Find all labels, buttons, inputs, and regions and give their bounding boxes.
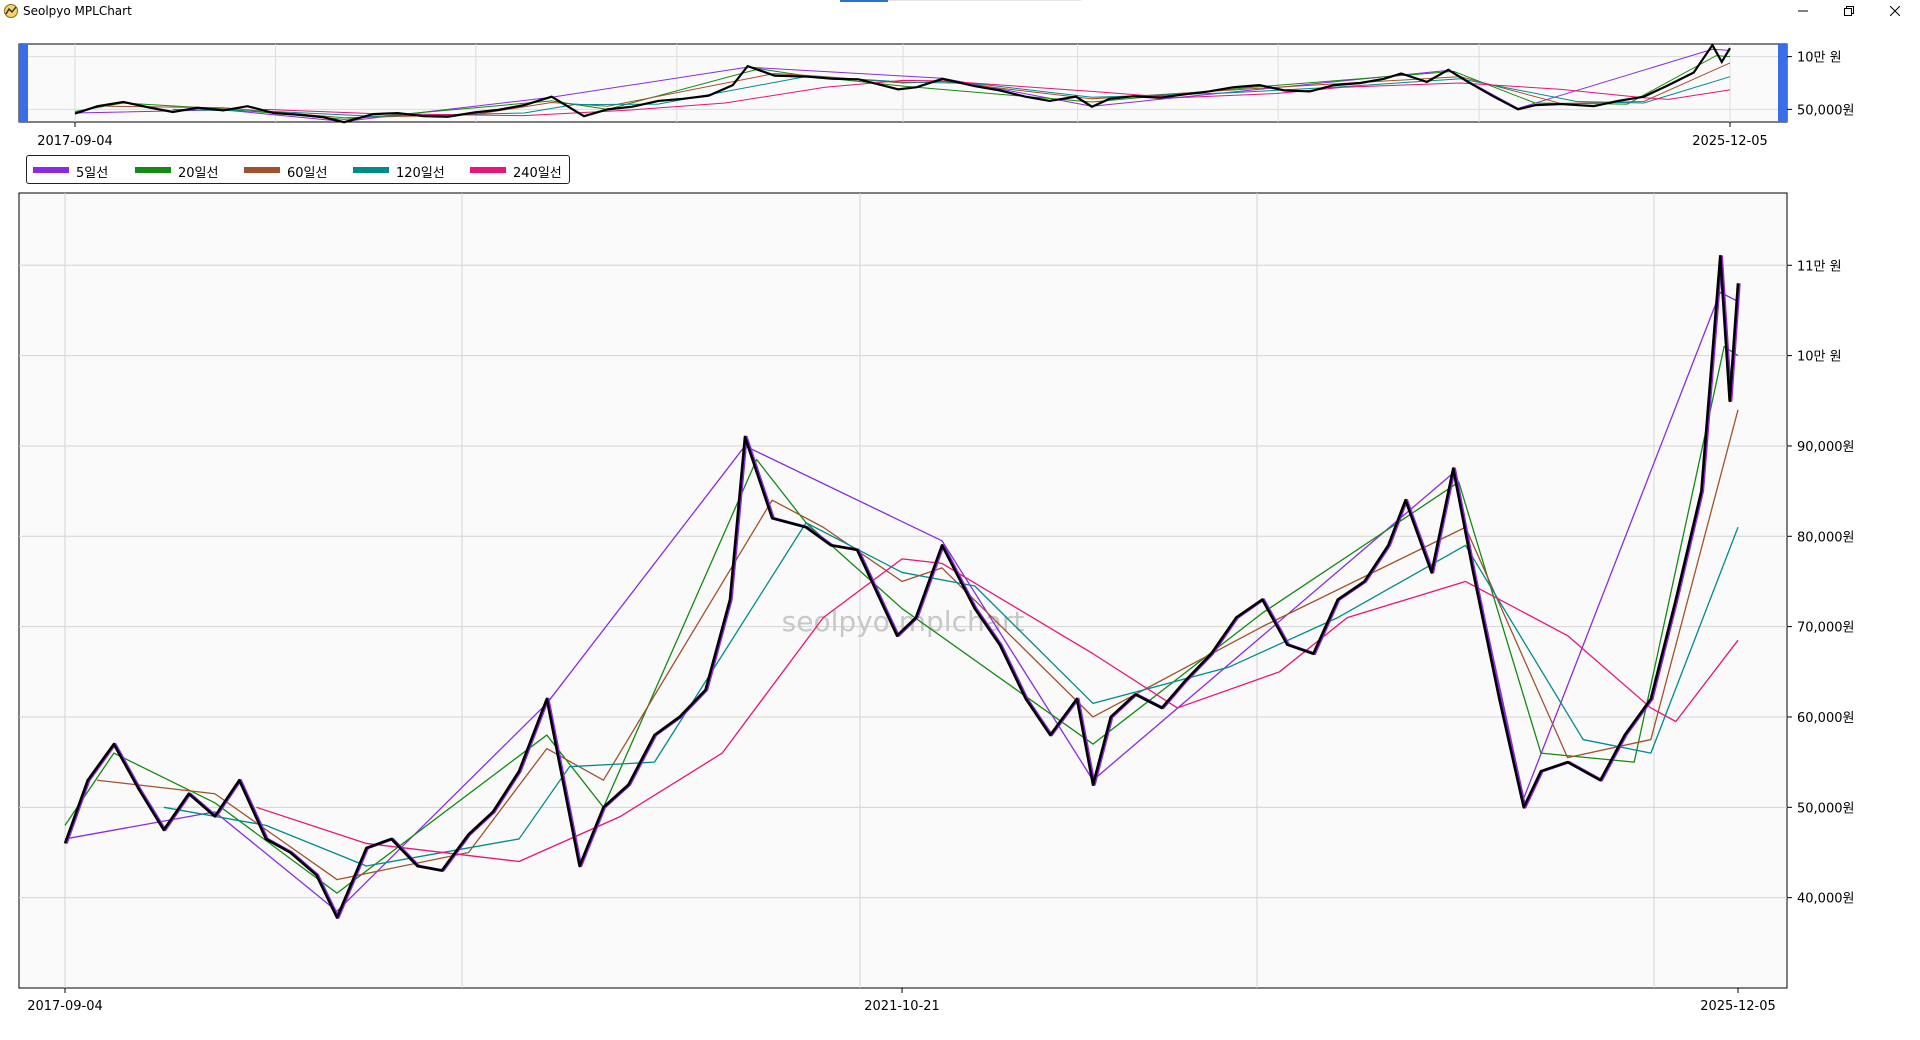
series-line <box>64 345 1739 894</box>
main-y-tick-label: 11만 원 <box>1797 259 1842 274</box>
close-icon <box>1890 6 1900 16</box>
series-line <box>256 558 1739 863</box>
close-button[interactable] <box>1872 0 1918 22</box>
app-icon <box>4 4 18 18</box>
legend-swatch-ma60 <box>244 167 280 173</box>
legend-swatch-ma20 <box>135 167 171 173</box>
series-line <box>64 291 1739 912</box>
series-line <box>97 409 1739 881</box>
slider-x-tick-label: 2017-09-04 <box>37 134 113 149</box>
legend-swatch-ma120 <box>353 167 389 173</box>
price-ma5-underlay <box>65 254 1741 919</box>
title-divider <box>888 0 1081 1</box>
legend-label-ma5: 5일선 <box>76 166 109 181</box>
slider-y-tick-label: 50,000원 <box>1797 103 1854 118</box>
slider-left-handle[interactable] <box>19 44 28 122</box>
main-x-tick-label: 2021-10-21 <box>864 999 940 1014</box>
slider-price-line <box>74 42 1731 124</box>
main-y-tick-label: 40,000원 <box>1797 892 1854 907</box>
main-y-tick-label: 10만 원 <box>1797 350 1842 365</box>
restore-button[interactable] <box>1826 0 1872 22</box>
minimize-icon <box>1798 10 1808 12</box>
legend-swatch-ma5 <box>33 167 69 173</box>
main-y-tick-label: 60,000원 <box>1797 711 1854 726</box>
legend-label-ma20: 20일선 <box>178 166 219 181</box>
legend-label-ma240: 240일선 <box>513 166 562 181</box>
slider-y-tick-label: 10만 원 <box>1797 51 1842 66</box>
main-y-tick-label: 80,000원 <box>1797 530 1854 545</box>
legend: 5일선 20일선 60일선 120일선 240일선 <box>26 155 570 184</box>
main-x-tick-label: 2017-09-04 <box>27 999 103 1014</box>
legend-label-ma120: 120일선 <box>396 166 445 181</box>
main-y-tick-label: 50,000원 <box>1797 801 1854 816</box>
legend-swatch-ma240 <box>470 167 506 173</box>
price-line <box>63 254 1740 919</box>
slider-series-line <box>264 79 1731 117</box>
window-title: Seolpyo MPLChart <box>23 4 132 18</box>
slider-x-tick-label: 2025-12-05 <box>1692 134 1768 149</box>
restore-icon <box>1844 6 1854 16</box>
main-y-tick-label: 70,000원 <box>1797 621 1854 636</box>
main-x-tick-label: 2025-12-05 <box>1700 999 1776 1014</box>
title-accent <box>840 0 888 2</box>
legend-label-ma60: 60일선 <box>287 166 328 181</box>
main-y-tick-label: 90,000원 <box>1797 440 1854 455</box>
minimize-button[interactable] <box>1780 0 1826 22</box>
title-bar: Seolpyo MPLChart <box>0 0 1920 22</box>
slider-right-handle[interactable] <box>1778 44 1787 122</box>
